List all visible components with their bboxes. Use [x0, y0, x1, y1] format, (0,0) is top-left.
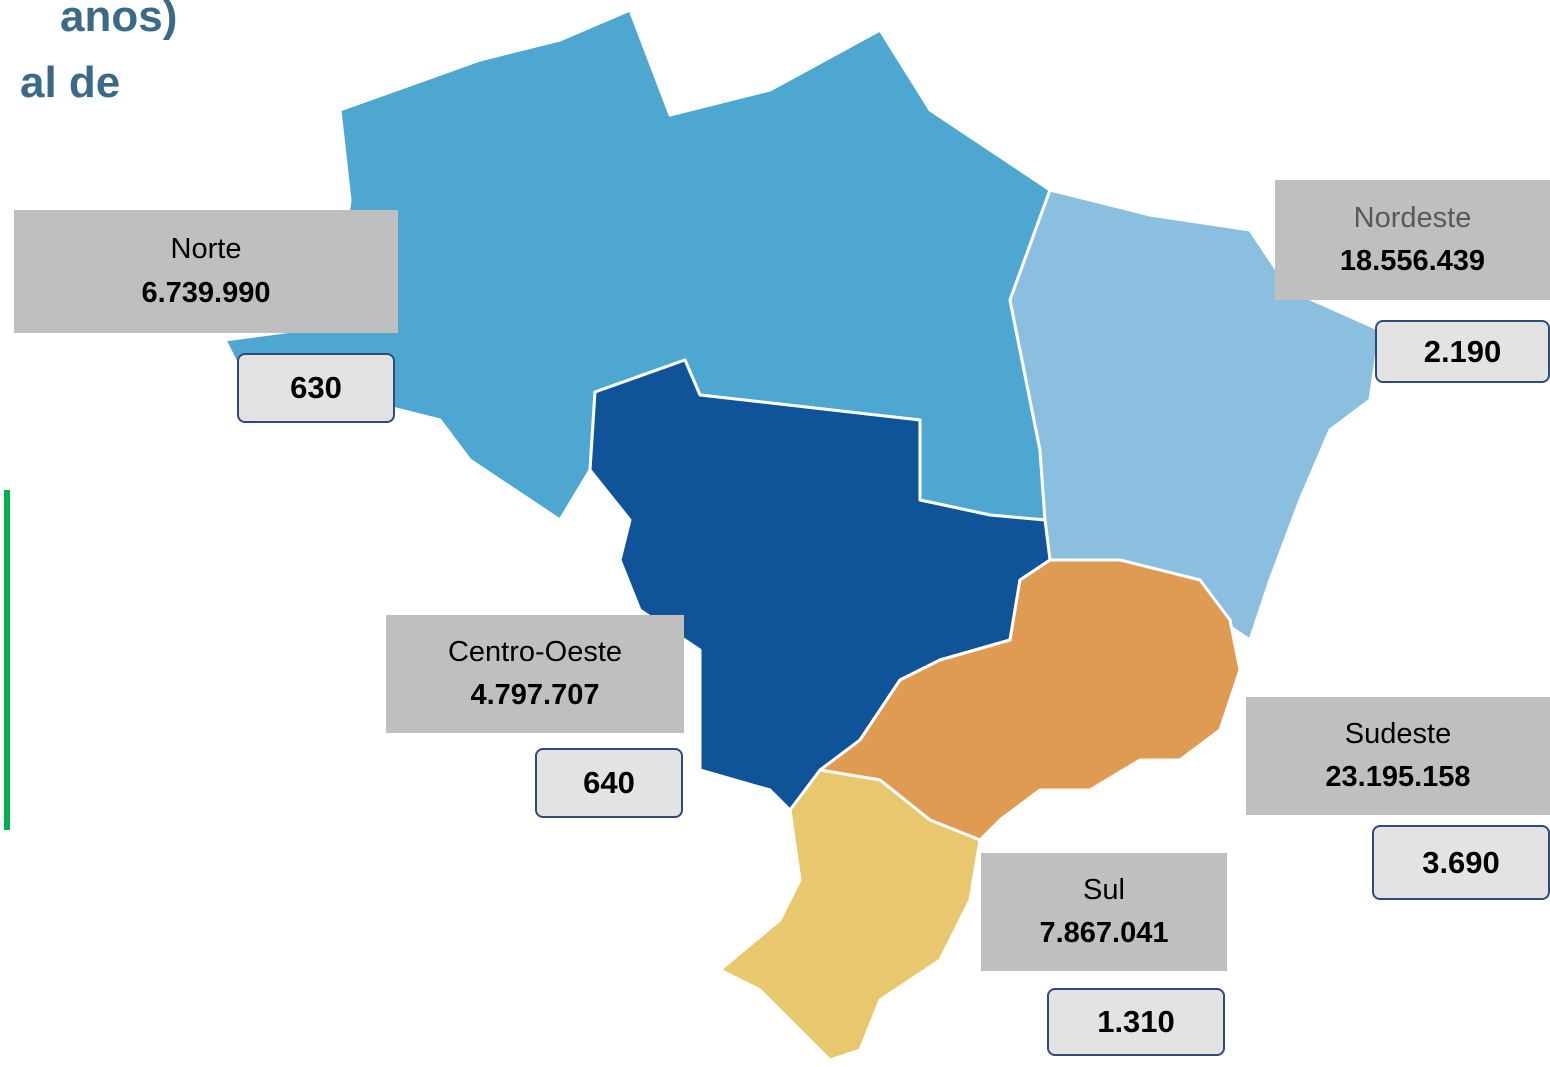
title-line: al de	[20, 58, 121, 107]
region-name: Norte	[170, 233, 242, 265]
region-count: 640	[535, 748, 683, 818]
region-label: Sudeste 23.195.158	[1246, 697, 1550, 815]
region-label: Nordeste 18.556.439	[1275, 180, 1550, 300]
region-name: Sul	[1083, 873, 1125, 906]
region-name: Nordeste	[1353, 201, 1472, 234]
region-count: 630	[237, 353, 395, 423]
region-count: 2.190	[1375, 320, 1550, 383]
region-sudeste	[818, 558, 1242, 842]
region-population: 18.556.439	[1339, 245, 1486, 277]
title-line: anos)	[60, 0, 178, 41]
region-population: 4.797.707	[470, 679, 600, 711]
region-population: 23.195.158	[1325, 761, 1471, 793]
region-population: 7.867.041	[1039, 917, 1169, 949]
region-name: Centro-Oeste	[447, 635, 623, 668]
region-label: Centro-Oeste 4.797.707	[386, 615, 684, 733]
region-label: Sul 7.867.041	[981, 853, 1227, 971]
region-sul	[718, 768, 982, 1062]
region-name: Sudeste	[1344, 717, 1452, 750]
region-population: 6.739.990	[141, 276, 271, 309]
region-count: 1.310	[1047, 988, 1225, 1056]
region-label: Norte 6.739.990	[14, 210, 398, 333]
accent-bar	[4, 490, 10, 830]
region-count: 3.690	[1372, 825, 1550, 900]
